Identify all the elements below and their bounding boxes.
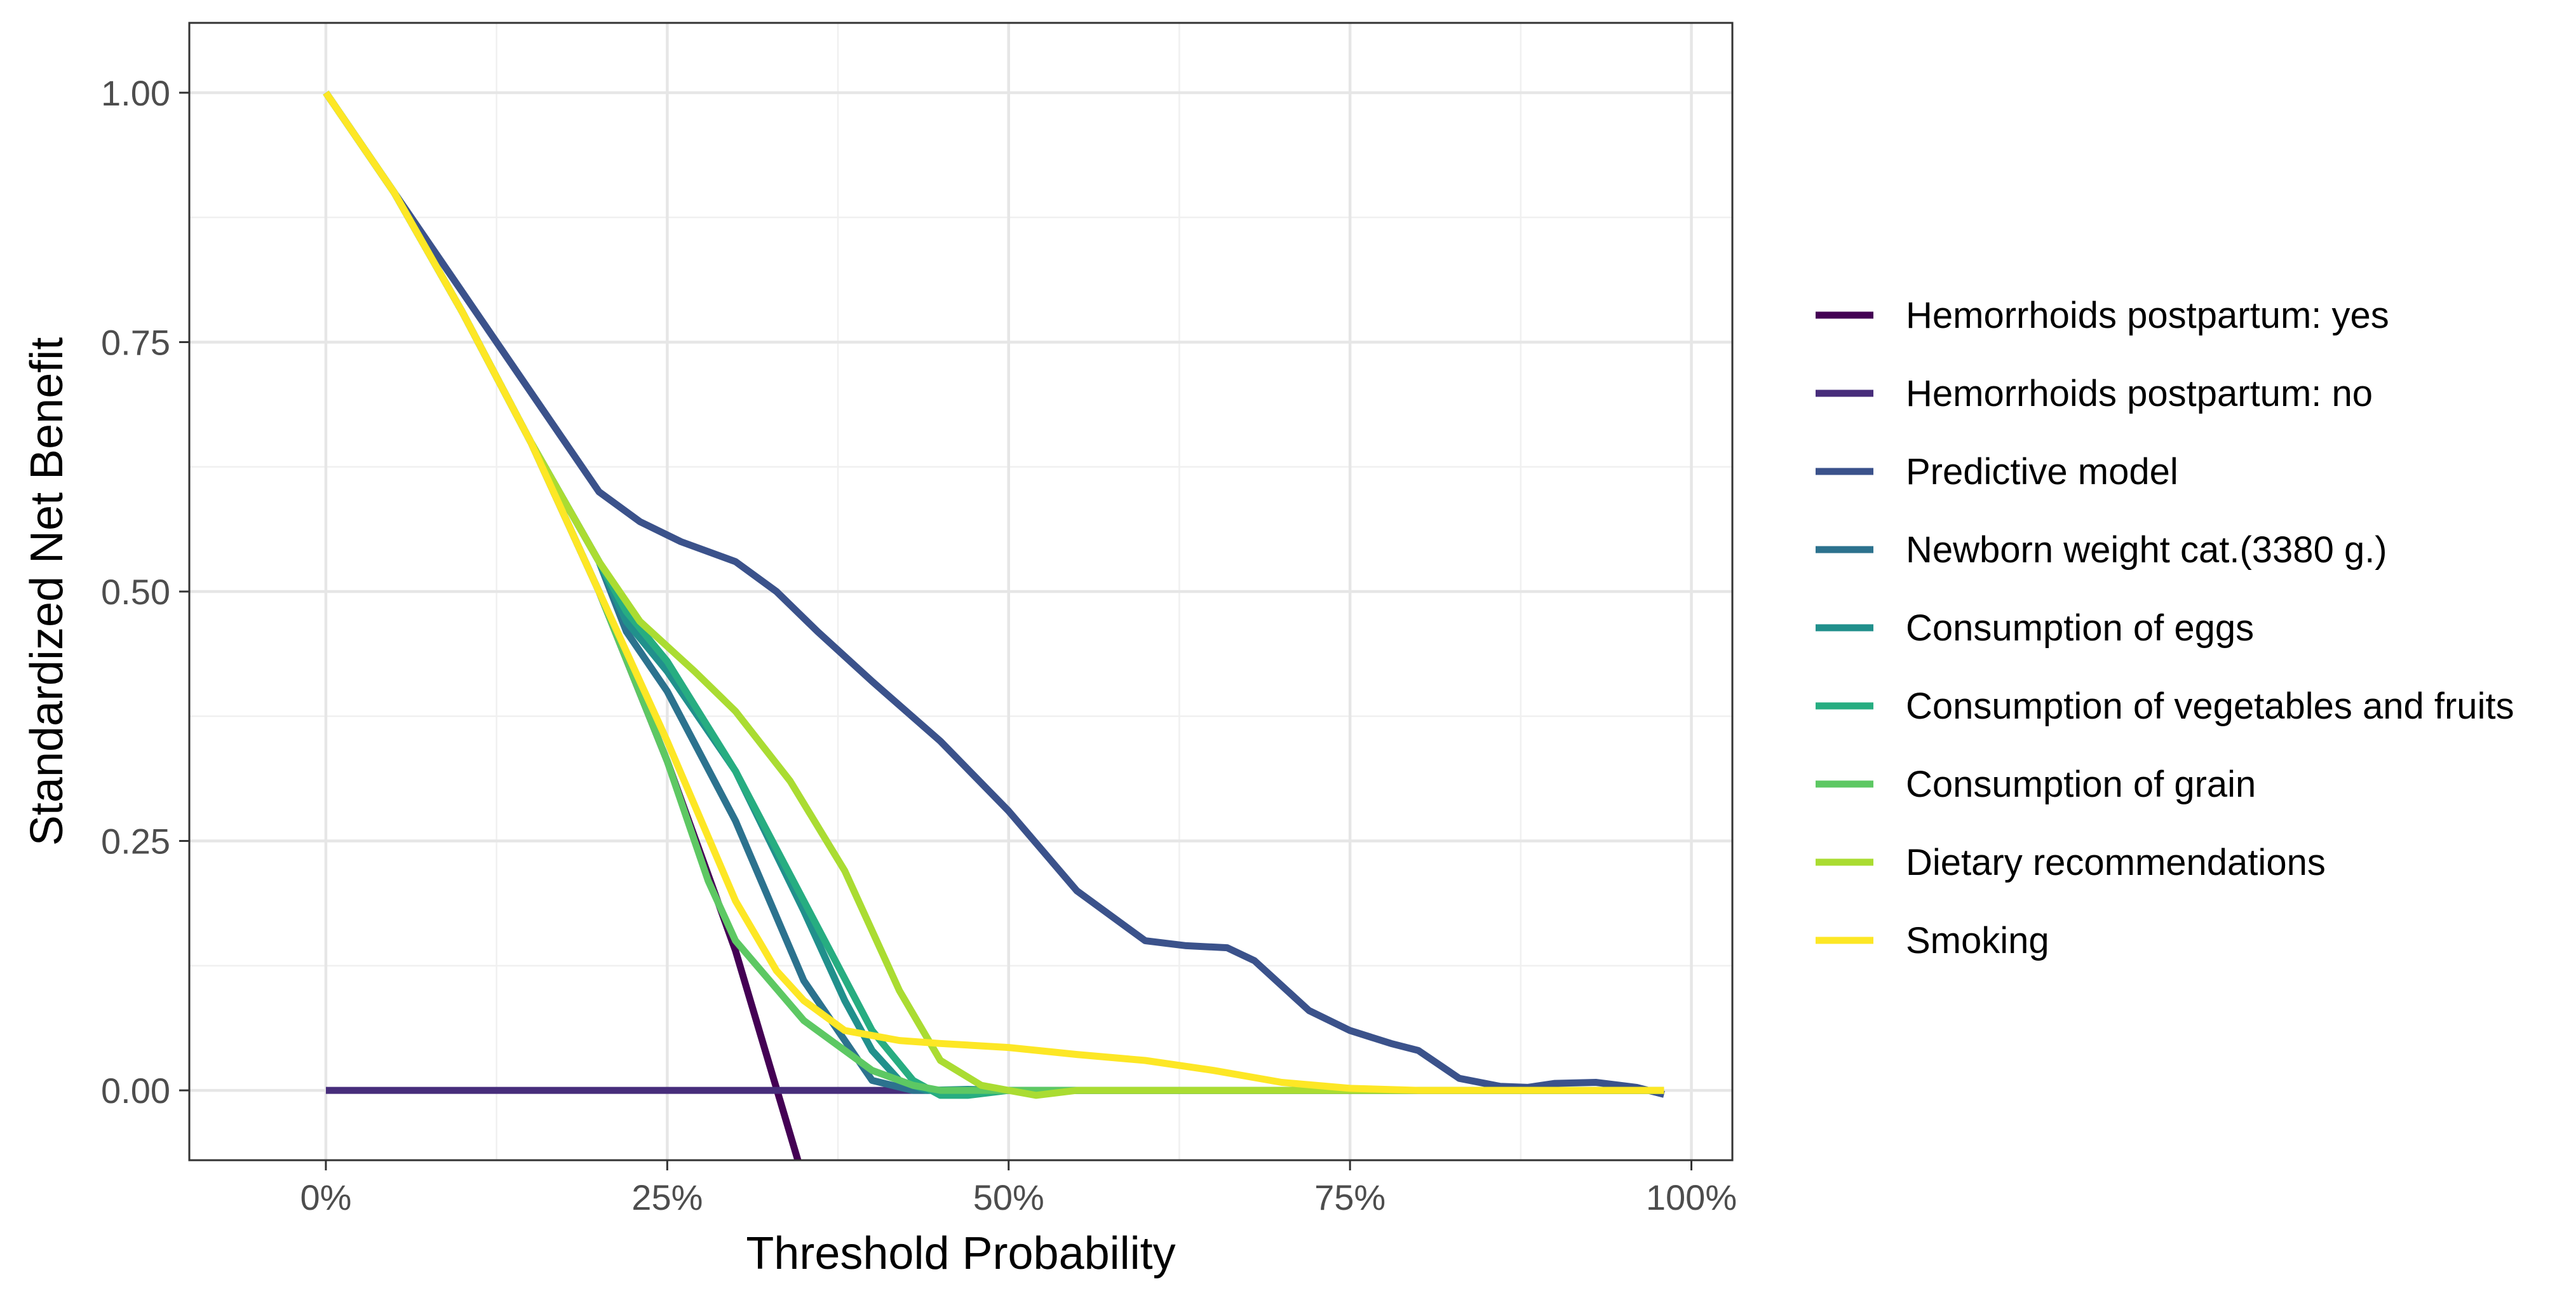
series-line xyxy=(323,90,1665,1098)
legend-label: Hemorrhoids postpartum: yes xyxy=(1906,295,2389,336)
x-tick-label: 0% xyxy=(300,1177,351,1217)
y-tick-label: 0.75 xyxy=(101,322,170,362)
x-axis-title: Threshold Probability xyxy=(746,1228,1175,1279)
legend-label: Predictive model xyxy=(1906,451,2178,492)
legend-label: Consumption of eggs xyxy=(1906,607,2254,649)
x-tick-label: 100% xyxy=(1646,1177,1737,1217)
series-line xyxy=(323,90,1664,1099)
y-axis-title: Standardized Net Benefit xyxy=(22,337,72,846)
series-line xyxy=(323,90,1664,1094)
legend-label: Consumption of grain xyxy=(1906,764,2256,805)
x-tick-label: 75% xyxy=(1314,1177,1386,1217)
series-lines xyxy=(323,90,1665,1160)
legend-label: Smoking xyxy=(1906,920,2049,961)
y-tick-label: 0.50 xyxy=(101,572,170,612)
legend-label: Hemorrhoids postpartum: no xyxy=(1906,373,2373,414)
x-tick-label: 50% xyxy=(973,1177,1044,1217)
y-tick-label: 1.00 xyxy=(101,73,170,113)
axes: 0% 25% 50% 75% 100% 0.00 0.25 0.50 0.75 1.00 xyxy=(101,73,1737,1217)
legend-label: Dietary recommendations xyxy=(1906,842,2326,883)
y-tick-label: 0.00 xyxy=(101,1071,170,1111)
x-tick-label: 25% xyxy=(631,1177,703,1217)
legend: Hemorrhoids postpartum: yes Hemorrhoids p… xyxy=(1816,295,2514,961)
y-tick-label: 0.25 xyxy=(101,822,170,862)
legend-label: Newborn weight cat.(3380 g.) xyxy=(1906,529,2387,571)
legend-label: Consumption of vegetables and fruits xyxy=(1906,686,2514,727)
